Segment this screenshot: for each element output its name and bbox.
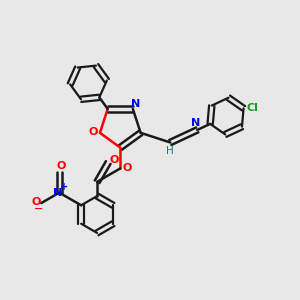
Text: +: + [60, 182, 68, 192]
Text: Cl: Cl [247, 103, 258, 113]
Text: H: H [167, 146, 174, 156]
Text: O: O [89, 127, 98, 136]
Text: N: N [130, 99, 140, 109]
Text: O: O [31, 197, 40, 208]
Text: O: O [122, 163, 131, 173]
Text: O: O [56, 161, 65, 172]
Text: N: N [191, 118, 200, 128]
Text: −: − [34, 204, 44, 214]
Text: N: N [53, 188, 62, 198]
Text: O: O [110, 155, 119, 165]
